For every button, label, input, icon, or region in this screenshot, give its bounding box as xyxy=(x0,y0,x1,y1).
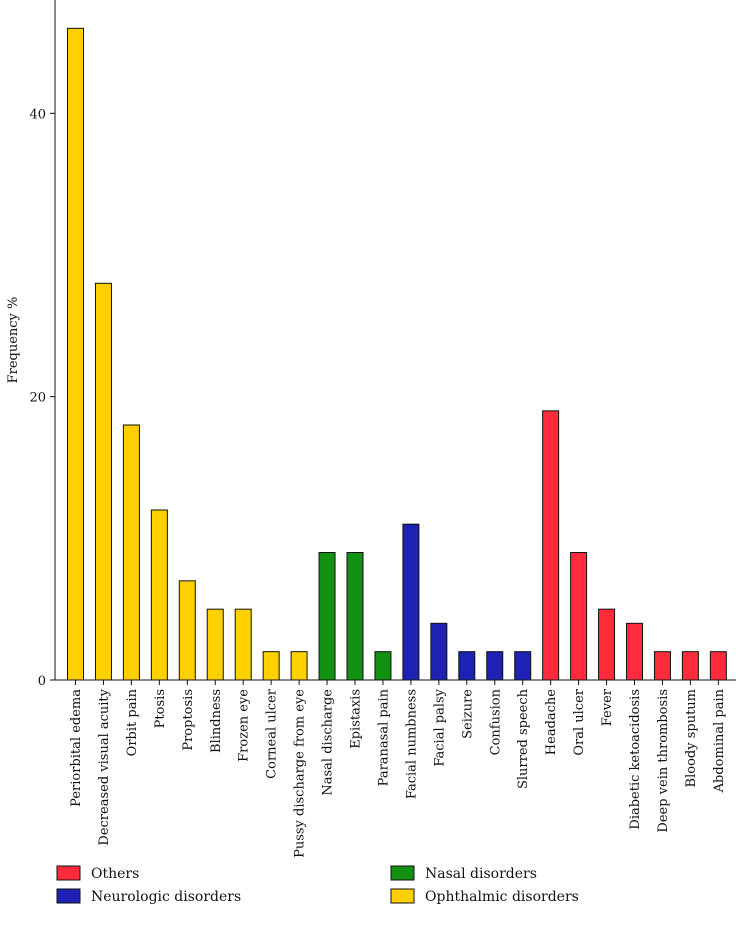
bar-oral-ulcer xyxy=(570,552,588,681)
bar-fever xyxy=(598,608,616,681)
legend-label-others: Others xyxy=(91,866,139,882)
y-tick-label: 40 xyxy=(29,107,46,122)
bar-periorbital-edema xyxy=(67,27,84,681)
bar-paranasal-pain xyxy=(374,651,392,681)
category-label: Deep vein thrombosis xyxy=(656,689,671,833)
category-label: Facial palsy xyxy=(432,688,447,766)
category-label: Periorbital edema xyxy=(69,689,84,807)
y-axis-title: Frequency % xyxy=(6,297,21,384)
bar-abdominal-pain xyxy=(709,651,727,681)
legend-label-neurologic: Neurologic disorders xyxy=(91,889,241,905)
bar-ptosis xyxy=(150,509,168,681)
bar-frozen-eye xyxy=(234,608,252,681)
category-label: Nasal discharge xyxy=(321,689,336,796)
legend-swatch-others xyxy=(56,865,81,881)
bars xyxy=(67,27,727,681)
bar-slurred-speech xyxy=(514,651,532,681)
y-tick-label: 20 xyxy=(29,391,46,406)
bar-facial-palsy xyxy=(430,622,448,681)
bar-confusion xyxy=(486,651,504,681)
bar-nasal-discharge xyxy=(318,552,336,681)
bar-corneal-ulcer xyxy=(262,651,280,681)
category-label: Proptosis xyxy=(181,689,196,751)
bar-orbit-pain xyxy=(122,424,140,681)
category-label: Orbit pain xyxy=(125,688,140,756)
legend-swatch-neurologic xyxy=(56,888,81,904)
bar-blindness xyxy=(206,608,224,681)
category-label: Facial numbness xyxy=(404,689,419,799)
category-label: Bloody sputum xyxy=(684,689,699,787)
category-label: Paranasal pain xyxy=(376,688,391,786)
y-ticks: 0 20 40 xyxy=(29,107,55,689)
category-labels: Periorbital edema Decreased visual acuity… xyxy=(69,680,727,858)
legend: Others Nasal disorders Neurologic disorder… xyxy=(56,865,579,905)
axes: Frequency % xyxy=(6,0,736,681)
category-label: Corneal ulcer xyxy=(265,688,280,779)
bar-deep-vein-thrombosis xyxy=(653,651,671,681)
category-label: Frozen eye xyxy=(237,689,252,762)
category-label: Confusion xyxy=(488,688,503,755)
category-label: Blindness xyxy=(209,689,224,753)
bar-headache xyxy=(542,410,560,681)
bar-facial-numbness xyxy=(402,523,420,681)
category-label: Epistaxis xyxy=(349,689,364,749)
category-label: Fever xyxy=(600,688,615,726)
y-tick-label: 0 xyxy=(38,674,46,689)
bar-bloody-sputum xyxy=(681,651,699,681)
category-label: Ptosis xyxy=(153,689,168,728)
category-label: Slurred speech xyxy=(516,688,531,789)
category-label: Seizure xyxy=(460,689,475,739)
category-label: Headache xyxy=(544,689,559,756)
category-label: Decreased visual acuity xyxy=(97,688,112,845)
legend-label-ophthalmic: Ophthalmic disorders xyxy=(425,889,579,905)
legend-swatch-nasal xyxy=(390,865,415,881)
bar-seizure xyxy=(458,651,476,681)
bar-proptosis xyxy=(178,580,196,681)
legend-swatch-ophthalmic xyxy=(390,888,415,904)
category-label: Abdominal pain xyxy=(712,688,727,793)
bar-decreased-visual-acuity xyxy=(94,282,112,681)
category-label: Oral ulcer xyxy=(572,688,587,755)
legend-label-nasal: Nasal disorders xyxy=(425,866,537,882)
bar-pussy-discharge-from-eye xyxy=(290,651,308,681)
bar-diabetic-ketoacidosis xyxy=(626,622,643,681)
category-label: Diabetic ketoacidosis xyxy=(628,689,643,830)
bar-epistaxis xyxy=(346,552,364,681)
category-label: Pussy discharge from eye xyxy=(293,689,308,858)
